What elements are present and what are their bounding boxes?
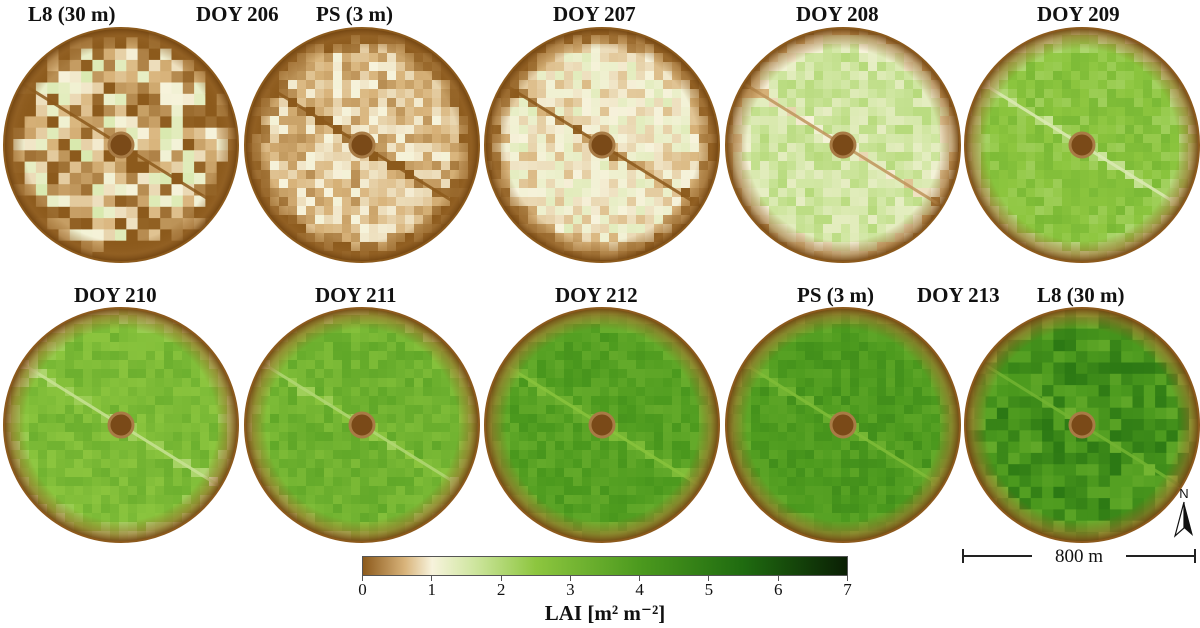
scale-bar-line-right — [1126, 555, 1196, 557]
map-panel-ps-doy213 — [724, 306, 962, 544]
map-panel-ps-doy206 — [243, 26, 481, 264]
north-letter: N — [1179, 486, 1188, 501]
colorbar-tick-label: 4 — [635, 580, 644, 599]
label-doy212: DOY 212 — [555, 283, 638, 307]
colorbar-tick — [847, 576, 848, 581]
colorbar-tick — [708, 576, 710, 581]
colorbar-tick-label: 0 — [358, 580, 367, 599]
colorbar-tick — [431, 576, 433, 581]
label-ps-doy213: PS (3 m) — [797, 283, 874, 307]
label-doy210: DOY 210 — [74, 283, 157, 307]
colorbar-tick-label: 7 — [843, 580, 852, 599]
colorbar-title: LAI [m² m⁻²] — [544, 601, 666, 625]
colorbar-tick — [639, 576, 641, 581]
colorbar-tick — [500, 576, 502, 581]
map-panel-l8-doy206 — [2, 26, 240, 264]
map-panel-ps-doy211 — [243, 306, 481, 544]
label-doy207: DOY 207 — [553, 2, 636, 26]
colorbar-tick-label: 5 — [704, 580, 714, 599]
label-doy206: DOY 206 — [196, 2, 279, 26]
map-panel-ps-doy209 — [963, 26, 1200, 264]
label-l8-doy206: L8 (30 m) — [28, 2, 116, 26]
scale-bar: 800 m — [962, 546, 1196, 567]
colorbar-tick-label: 6 — [773, 580, 783, 599]
map-panel-ps-doy208 — [724, 26, 962, 264]
colorbar-tick — [362, 576, 363, 581]
label-ps-doy206: PS (3 m) — [316, 2, 393, 26]
scale-bar-cap-right — [1194, 549, 1196, 563]
label-l8-doy213: L8 (30 m) — [1037, 283, 1125, 307]
map-panel-ps-doy210 — [2, 306, 240, 544]
label-doy211: DOY 211 — [315, 283, 397, 307]
map-panel-ps-doy212 — [483, 306, 721, 544]
map-panel-l8-doy213 — [963, 306, 1200, 544]
label-doy208: DOY 208 — [796, 2, 879, 26]
label-doy209: DOY 209 — [1037, 2, 1120, 26]
colorbar-tick — [777, 576, 779, 581]
colorbar-tick-label: 1 — [427, 580, 437, 599]
north-arrow-icon: N — [1172, 486, 1196, 538]
scale-bar-line-left — [962, 555, 1032, 557]
label-doy213: DOY 213 — [917, 283, 1000, 307]
lai-colorbar — [362, 556, 848, 576]
colorbar-tick-label: 3 — [566, 580, 575, 599]
colorbar-tick — [569, 576, 571, 581]
colorbar-tick-label: 2 — [496, 580, 506, 599]
scale-bar-label: 800 m — [1054, 546, 1104, 567]
map-panel-ps-doy207 — [483, 26, 721, 264]
